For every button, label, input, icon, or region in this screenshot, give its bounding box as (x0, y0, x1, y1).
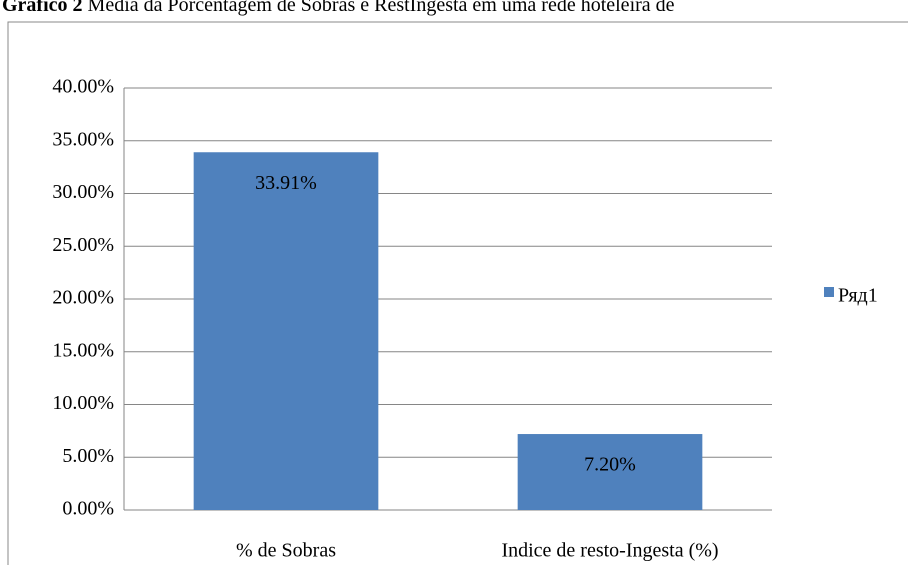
y-tick-label: 5.00% (62, 445, 114, 467)
value-label: 33.91% (255, 172, 317, 194)
value-label: 7.20% (584, 454, 636, 476)
y-tick-label: 30.00% (52, 181, 114, 203)
title-label: Gráfico 2 (2, 0, 83, 16)
bar (193, 152, 379, 510)
y-tick-label: 0.00% (62, 498, 114, 520)
y-tick-label: 25.00% (52, 234, 114, 256)
y-tick-label: 10.00% (52, 392, 114, 414)
x-tick-label: % de Sobras (236, 540, 336, 562)
x-tick-label: Indice de resto-Ingesta (%) (501, 540, 718, 562)
legend-swatch (824, 287, 834, 297)
legend-label: Ряд1 (838, 285, 878, 307)
y-tick-label: 35.00% (52, 128, 114, 150)
chart-frame (7, 21, 908, 565)
y-tick-label: 20.00% (52, 287, 114, 309)
chart-title: Gráfico 2 Média da Porcentagem de Sobras… (2, 0, 675, 16)
title-text: Média da Porcentagem de Sobras e RestIng… (88, 0, 675, 16)
y-tick-label: 15.00% (52, 339, 114, 361)
bar (517, 434, 703, 510)
y-tick-label: 40.00% (52, 76, 114, 98)
